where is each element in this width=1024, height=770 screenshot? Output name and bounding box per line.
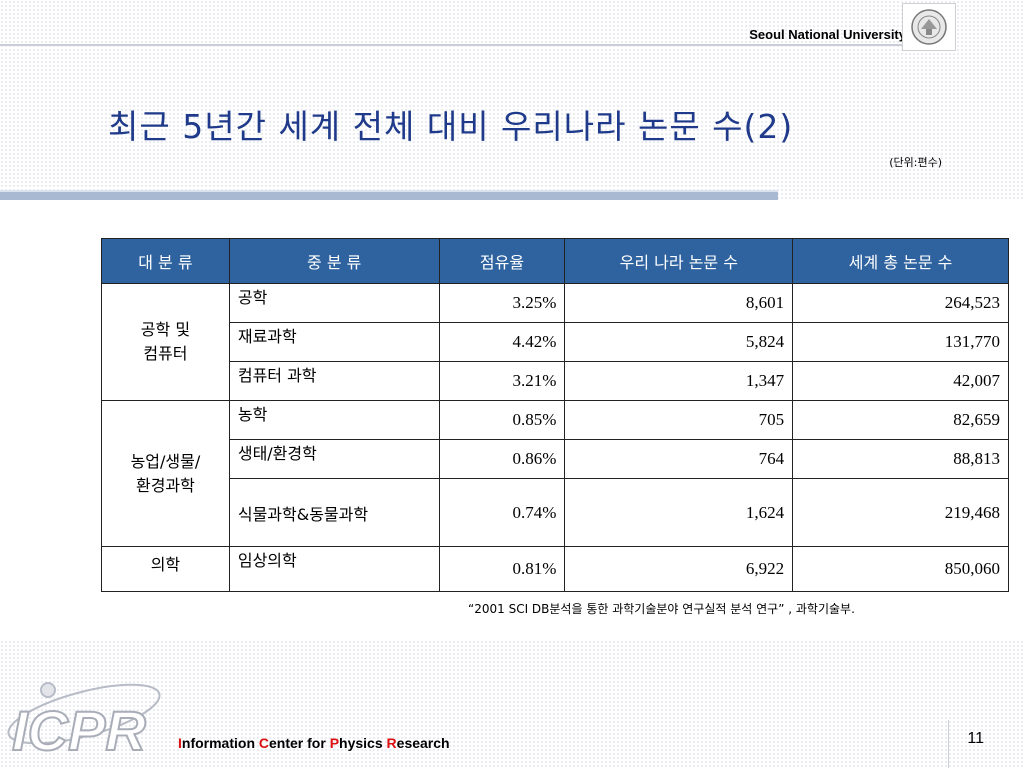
subcategory-cell: 식물과학&동물과학 bbox=[229, 479, 439, 547]
table-row: 공학 및 컴퓨터 공학 3.25% 8,601 264,523 bbox=[102, 284, 1009, 323]
share-cell: 0.81% bbox=[439, 547, 565, 592]
page-title: 최근 5년간 세계 전체 대비 우리나라 논문 수(2) bbox=[108, 100, 793, 148]
share-cell: 0.85% bbox=[439, 401, 565, 440]
org-name-part: R bbox=[387, 735, 397, 751]
category-cell: 공학 및 컴퓨터 bbox=[102, 284, 230, 401]
header-world-papers: 세계 총 논문 수 bbox=[793, 239, 1009, 284]
share-cell: 0.74% bbox=[439, 479, 565, 547]
page-number: 11 bbox=[967, 730, 984, 748]
subcategory-cell: 임상의학 bbox=[229, 547, 439, 592]
category-cell: 농업/생물/ 환경과학 bbox=[102, 401, 230, 547]
world-count-cell: 82,659 bbox=[793, 401, 1009, 440]
world-count-cell: 264,523 bbox=[793, 284, 1009, 323]
share-cell: 3.21% bbox=[439, 362, 565, 401]
table-row: 재료과학 4.42% 5,824 131,770 bbox=[102, 323, 1009, 362]
table-row: 생태/환경학 0.86% 764 88,813 bbox=[102, 440, 1009, 479]
header-category: 대 분 류 bbox=[102, 239, 230, 284]
unit-note: (단위:편수) bbox=[889, 154, 942, 170]
korea-count-cell: 8,601 bbox=[565, 284, 793, 323]
korea-count-cell: 6,922 bbox=[565, 547, 793, 592]
world-count-cell: 131,770 bbox=[793, 323, 1009, 362]
org-name-part: C bbox=[259, 735, 269, 751]
subcategory-cell: 생태/환경학 bbox=[229, 440, 439, 479]
header-subcategory: 중 분 류 bbox=[229, 239, 439, 284]
table-row: 컴퓨터 과학 3.21% 1,347 42,007 bbox=[102, 362, 1009, 401]
org-name-part: hysics bbox=[339, 735, 386, 751]
subcategory-cell: 컴퓨터 과학 bbox=[229, 362, 439, 401]
university-name: Seoul National University bbox=[749, 27, 906, 42]
korea-count-cell: 1,624 bbox=[565, 479, 793, 547]
organization-name: Information Center for Physics Research bbox=[178, 735, 450, 751]
org-name-part: nformation bbox=[182, 735, 259, 751]
org-name-part: P bbox=[330, 735, 339, 751]
table-row: 식물과학&동물과학 0.74% 1,624 219,468 bbox=[102, 479, 1009, 547]
share-cell: 4.42% bbox=[439, 323, 565, 362]
world-count-cell: 219,468 bbox=[793, 479, 1009, 547]
share-cell: 3.25% bbox=[439, 284, 565, 323]
category-cell: 의학 bbox=[102, 547, 230, 592]
korea-count-cell: 1,347 bbox=[565, 362, 793, 401]
header-divider bbox=[0, 44, 956, 46]
icpr-logo-text: ICPR bbox=[12, 699, 146, 762]
world-count-cell: 42,007 bbox=[793, 362, 1009, 401]
table-row: 농업/생물/ 환경과학 농학 0.85% 705 82,659 bbox=[102, 401, 1009, 440]
share-cell: 0.86% bbox=[439, 440, 565, 479]
paper-count-table: 대 분 류 중 분 류 점유율 우리 나라 논문 수 세계 총 논문 수 공학 … bbox=[101, 238, 1009, 592]
org-name-part: enter for bbox=[269, 735, 330, 751]
header-share: 점유율 bbox=[439, 239, 565, 284]
world-count-cell: 88,813 bbox=[793, 440, 1009, 479]
subcategory-cell: 농학 bbox=[229, 401, 439, 440]
subcategory-cell: 재료과학 bbox=[229, 323, 439, 362]
korea-count-cell: 705 bbox=[565, 401, 793, 440]
icpr-logo: ICPR bbox=[4, 670, 179, 766]
korea-count-cell: 5,824 bbox=[565, 323, 793, 362]
source-citation: “2001 SCI DB분석을 통한 과학기술분야 연구실적 분석 연구” , … bbox=[468, 600, 855, 617]
subcategory-cell: 공학 bbox=[229, 284, 439, 323]
world-count-cell: 850,060 bbox=[793, 547, 1009, 592]
header-korea-papers: 우리 나라 논문 수 bbox=[565, 239, 793, 284]
title-band bbox=[0, 192, 778, 200]
table-row: 의학 임상의학 0.81% 6,922 850,060 bbox=[102, 547, 1009, 592]
table-header-row: 대 분 류 중 분 류 점유율 우리 나라 논문 수 세계 총 논문 수 bbox=[102, 239, 1009, 284]
org-name-part: esearch bbox=[397, 735, 450, 751]
footer-divider-vertical bbox=[948, 720, 949, 768]
korea-count-cell: 764 bbox=[565, 440, 793, 479]
university-logo bbox=[902, 3, 956, 51]
